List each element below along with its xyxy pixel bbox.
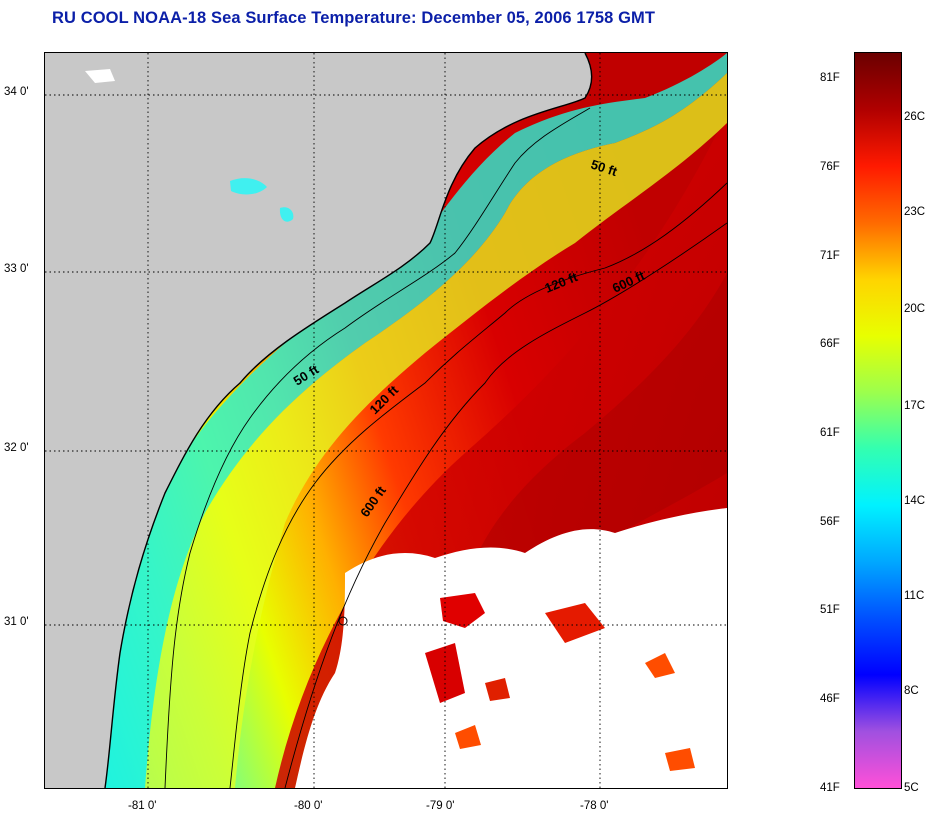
colorbar-f-41: 41F	[820, 782, 840, 794]
colorbar-f-71: 71F	[820, 250, 840, 262]
graticule	[45, 53, 727, 788]
cloud-patch-6	[485, 678, 510, 701]
colorbar-f-76: 76F	[820, 161, 840, 173]
lat-label-33: 33 0'	[4, 263, 29, 275]
colorbar-f-81: 81F	[820, 72, 840, 84]
colorbar-c-14: 14C	[904, 495, 926, 507]
station-marker	[338, 616, 348, 626]
colorbar-c-20: 20C	[904, 303, 926, 315]
colorbar-f-61: 61F	[820, 427, 840, 439]
inland-lake-3	[85, 69, 115, 83]
nearshore-cool-water	[105, 53, 727, 788]
sst-map: 50 ft 120 ft 600 ft 50 ft 120 ft 600 ft	[44, 52, 728, 789]
cloud-patch-1	[440, 593, 485, 628]
land-mass	[45, 53, 592, 788]
colorbar-f-56: 56F	[820, 516, 840, 528]
contour-50ft	[164, 107, 591, 788]
cloud-patch-3	[545, 603, 605, 643]
colorbar-f-66: 66F	[820, 338, 840, 350]
colorbar-f-51: 51F	[820, 604, 840, 616]
inland-lake-2	[279, 207, 294, 222]
lon-label-78: -78 0'	[580, 800, 609, 812]
lon-label-80: -80 0'	[294, 800, 323, 812]
lat-label-32: 32 0'	[4, 442, 29, 454]
colorbar-c-17: 17C	[904, 400, 926, 412]
lon-label-81: -81 0'	[128, 800, 157, 812]
colorbar-f-46: 46F	[820, 693, 840, 705]
yellow-transition	[145, 73, 727, 788]
temperature-colorbar	[854, 52, 902, 789]
map-title: RU COOL NOAA-18 Sea Surface Temperature:…	[52, 9, 656, 27]
cloud-mask-large	[295, 508, 727, 788]
cloud-patch-4	[645, 653, 675, 678]
cloud-patch-2	[425, 643, 465, 703]
colorbar-c-26: 26C	[904, 111, 926, 123]
cloud-patch-7	[455, 725, 481, 749]
lon-label-79: -79 0'	[426, 800, 455, 812]
colorbar-c-23: 23C	[904, 206, 926, 218]
inland-lake-1	[230, 178, 267, 195]
colorbar-c-8: 8C	[904, 685, 919, 697]
colorbar-c-5: 5C	[904, 782, 919, 794]
colorbar-c-11: 11C	[904, 590, 925, 602]
contour-600ft	[284, 222, 727, 788]
sst-map-svg: 50 ft 120 ft 600 ft 50 ft 120 ft 600 ft	[45, 53, 727, 788]
lat-label-31: 31 0'	[4, 616, 29, 628]
cloud-patch-5	[665, 748, 695, 771]
contour-120ft	[229, 182, 727, 788]
coastline	[104, 53, 593, 788]
lat-label-34: 34 0'	[4, 86, 29, 98]
